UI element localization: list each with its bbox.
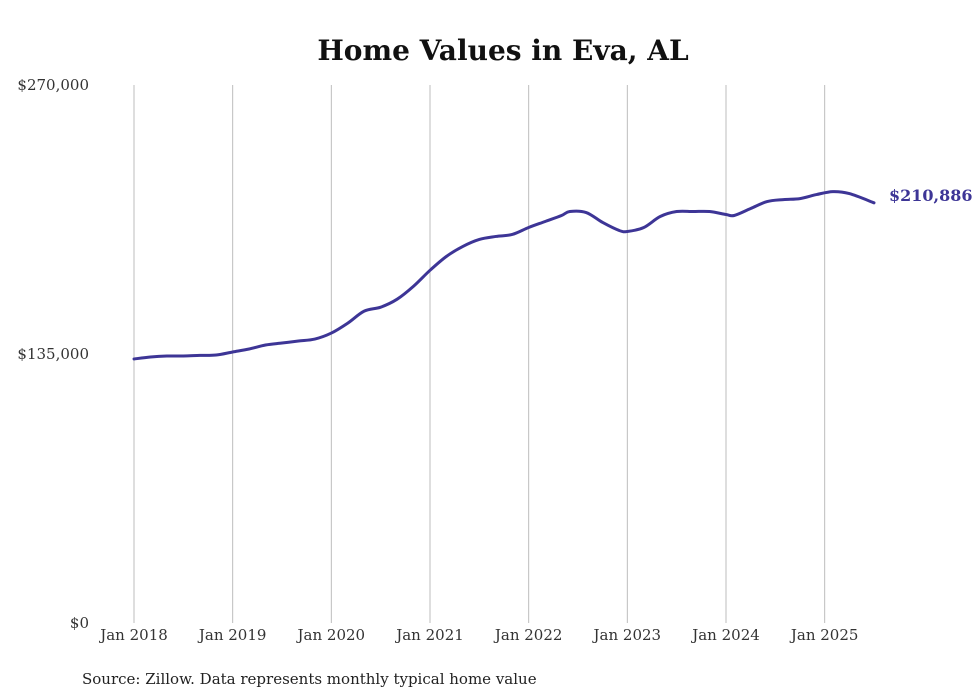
y-tick-label: $0 (70, 614, 89, 632)
x-tick-label: Jan 2018 (98, 626, 168, 644)
x-tick-label: Jan 2022 (493, 626, 563, 644)
y-axis-ticks: $0 $135,000 $270,000 (17, 76, 89, 632)
x-tick-label: Jan 2019 (197, 626, 267, 644)
x-tick-label: Jan 2023 (592, 626, 662, 644)
x-tick-label: Jan 2020 (296, 626, 366, 644)
series-layer (132, 190, 876, 361)
y-tick-label: $270,000 (17, 76, 89, 94)
x-axis-ticks: Jan 2018 Jan 2019 Jan 2020 Jan 2021 Jan 2022… (98, 626, 858, 644)
x-tick-label: Jan 2021 (394, 626, 464, 644)
y-tick-label: $135,000 (17, 345, 89, 363)
source-note: Source: Zillow. Data represents monthly … (82, 670, 537, 688)
series-line (132, 190, 876, 361)
end-value-label: $210,886 (889, 186, 973, 205)
grid-lines (133, 85, 826, 623)
x-tick-label: Jan 2024 (690, 626, 760, 644)
chart-title: Home Values in Eva, AL (317, 34, 689, 67)
x-tick-label: Jan 2025 (789, 626, 859, 644)
